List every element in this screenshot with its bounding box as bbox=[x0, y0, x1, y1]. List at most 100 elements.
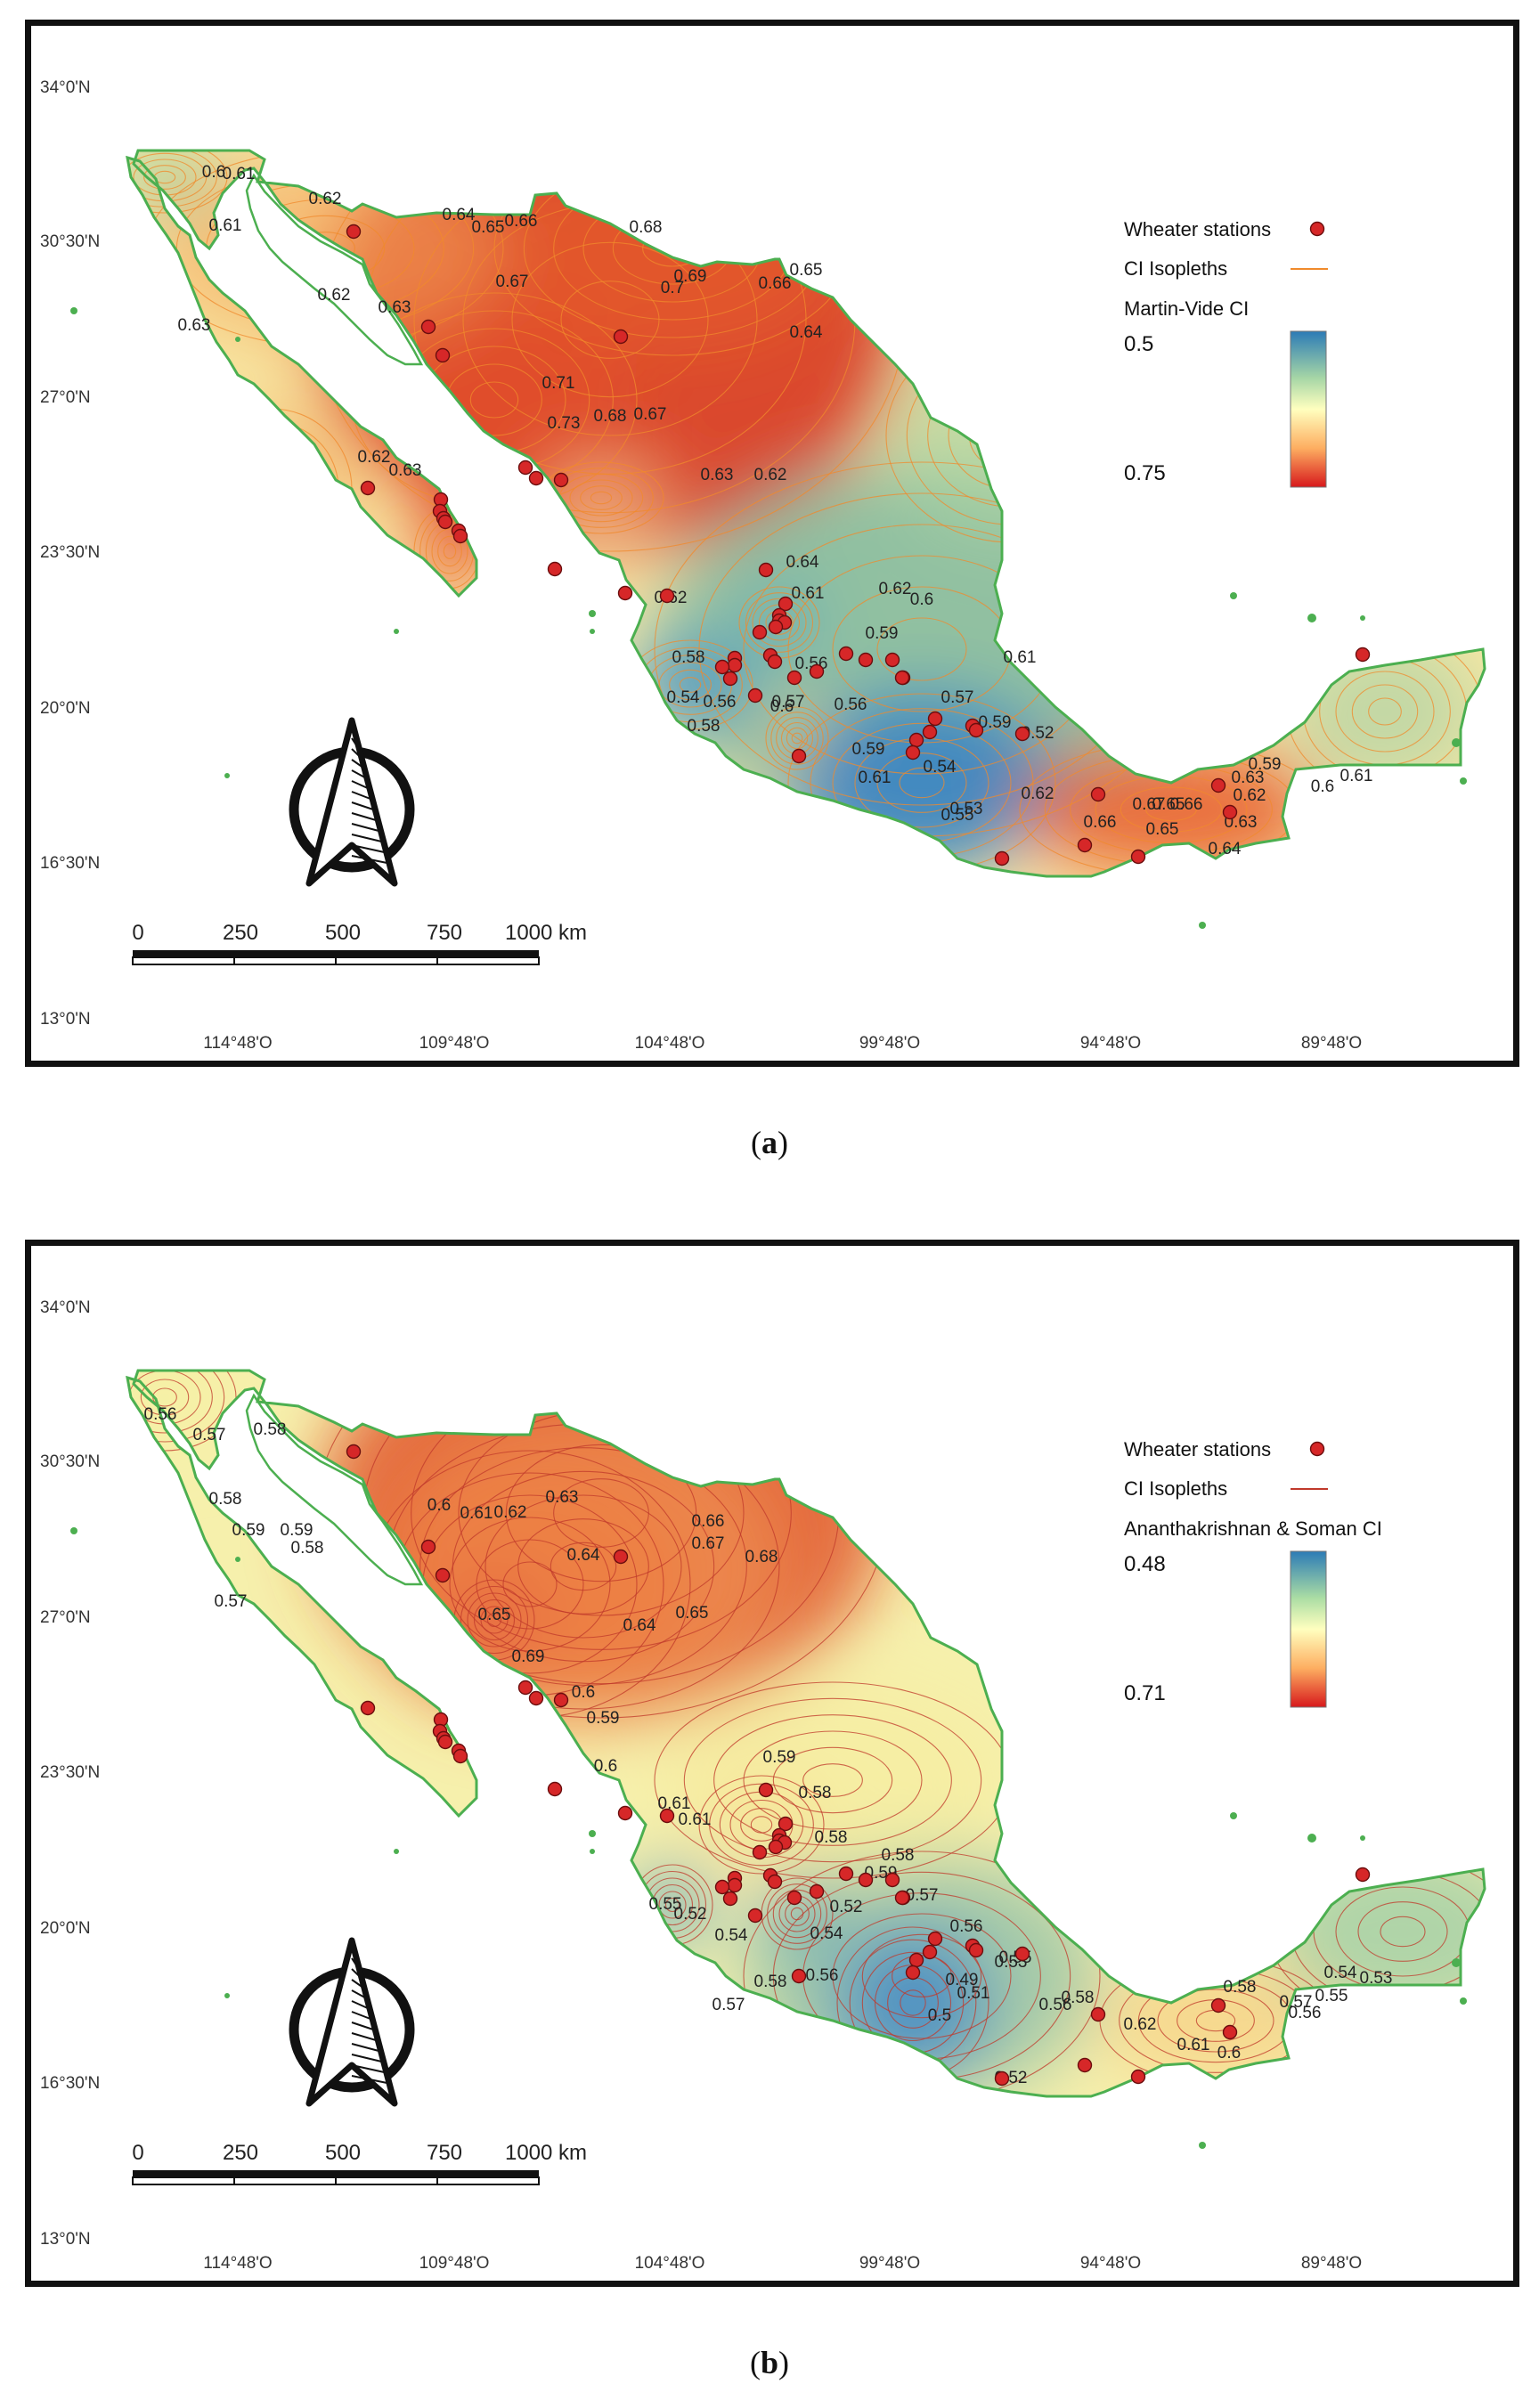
isopleth-label: 0.54 bbox=[667, 688, 700, 707]
scale-bar-label: 0 bbox=[132, 921, 143, 945]
isopleth-label: 0.71 bbox=[542, 374, 575, 393]
scale-bar-label: 750 bbox=[427, 921, 462, 945]
baja-coastline bbox=[126, 1375, 478, 1818]
isopleth-label: 0.6 bbox=[202, 163, 225, 182]
island bbox=[590, 629, 595, 634]
isopleth-label: 0.56 bbox=[806, 1966, 839, 1985]
station-dot bbox=[1014, 1946, 1030, 1962]
scale-bar-label: 250 bbox=[223, 921, 258, 945]
station-dot bbox=[1090, 2006, 1106, 2022]
isopleth-label: 0.6 bbox=[1217, 2044, 1241, 2062]
isopleth-label: 0.59 bbox=[232, 1521, 265, 1540]
isopleth-label: 0.63 bbox=[1232, 769, 1265, 787]
station-dot bbox=[346, 1444, 362, 1460]
scale-bar-label: 0 bbox=[132, 2141, 143, 2165]
station-dot bbox=[858, 652, 874, 668]
legend-isopleths-label: CI Isopleths bbox=[1124, 257, 1227, 280]
coastline bbox=[132, 1369, 1486, 2098]
gulf-of-california bbox=[245, 173, 424, 366]
caption-a: (a) bbox=[751, 1125, 788, 1160]
isopleth-label: 0.55 bbox=[1315, 1987, 1348, 2005]
isopleth-label: 0.73 bbox=[548, 414, 581, 433]
longitude-label: 99°48'O bbox=[859, 1034, 920, 1053]
baja-coastline bbox=[126, 155, 478, 598]
station-dot bbox=[435, 1567, 451, 1583]
isopleth-label: 0.59 bbox=[763, 1748, 796, 1767]
isopleth-label: 0.67 bbox=[634, 405, 667, 424]
isopleth-label: 0.62 bbox=[494, 1503, 527, 1522]
gulf-of-california bbox=[245, 1393, 424, 1586]
station-dot bbox=[758, 562, 774, 578]
isopleth-label: 0.59 bbox=[1249, 755, 1282, 774]
station-dot bbox=[617, 585, 633, 601]
isopleth-label: 0.66 bbox=[1084, 813, 1117, 832]
isopleth-label: 0.57 bbox=[193, 1426, 226, 1444]
station-dot bbox=[437, 514, 453, 530]
island bbox=[235, 337, 240, 342]
longitude-label: 104°48'O bbox=[635, 2254, 705, 2273]
station-dot bbox=[1090, 786, 1106, 802]
station-dot bbox=[838, 1866, 854, 1882]
station-dot bbox=[528, 1690, 544, 1706]
station-dot bbox=[809, 1883, 825, 1900]
station-dot bbox=[786, 670, 802, 686]
station-dot bbox=[768, 1839, 784, 1855]
latitude-label: 27°0'N bbox=[40, 1608, 91, 1627]
island bbox=[70, 307, 77, 314]
isopleth-label: 0.6 bbox=[572, 1683, 595, 1702]
station-dot bbox=[968, 722, 984, 738]
station-dot bbox=[767, 1874, 783, 1890]
island bbox=[1230, 1812, 1237, 1819]
station-dot bbox=[714, 659, 730, 675]
isopleth-label: 0.63 bbox=[546, 1488, 579, 1507]
isopleth-label: 0.6 bbox=[1311, 777, 1334, 796]
longitude-label: 114°48'O bbox=[203, 1034, 272, 1053]
isopleth-label: 0.66 bbox=[1170, 795, 1203, 814]
station-dot bbox=[528, 470, 544, 486]
isopleth-label: 0.56 bbox=[704, 693, 737, 712]
island bbox=[589, 1830, 596, 1837]
legend-index-title: Ananthakrishnan & Soman CI bbox=[1124, 1517, 1382, 1540]
station-dot bbox=[1130, 2069, 1146, 2085]
isopleth-label: 0.54 bbox=[1324, 1964, 1357, 1982]
isopleth-label: 0.49 bbox=[946, 1971, 979, 1989]
station-dot bbox=[778, 596, 794, 612]
isopleth-label: 0.61 bbox=[1340, 767, 1373, 785]
latitude-label: 20°0'N bbox=[40, 699, 91, 718]
isopleth-label: 0.61 bbox=[859, 769, 892, 787]
station-dot bbox=[722, 1891, 738, 1907]
scale-bar-label: 750 bbox=[427, 2141, 462, 2165]
station-dot bbox=[791, 748, 807, 764]
legend-scale-min: 0.48 bbox=[1124, 1552, 1166, 1576]
isopleth-label: 0.58 bbox=[672, 648, 705, 667]
isopleth-label: 0.67 bbox=[692, 1534, 725, 1553]
island bbox=[235, 1557, 240, 1562]
island bbox=[1307, 1834, 1316, 1843]
longitude-label: 94°48'O bbox=[1080, 2254, 1141, 2273]
latitude-label: 23°30'N bbox=[40, 1763, 100, 1782]
station-dot bbox=[1077, 2057, 1093, 2073]
isopleth-label: 0.68 bbox=[745, 1548, 778, 1566]
isopleth-label: 0.58 bbox=[291, 1539, 324, 1558]
station-dot bbox=[809, 663, 825, 679]
isopleth-label: 0.63 bbox=[389, 461, 422, 480]
isopleth-label: 0.56 bbox=[835, 696, 867, 714]
station-dot bbox=[1210, 777, 1226, 793]
caption-letter-b: b bbox=[760, 2345, 779, 2380]
isopleth-label: 0.55 bbox=[649, 1895, 682, 1914]
station-dot bbox=[908, 1952, 924, 1968]
isopleth-labels: 0.560.57 0.580.580.59 0.590.580.570.6 0.61 0… bbox=[144, 1405, 1393, 2087]
legend-station-symbol bbox=[1309, 1441, 1325, 1457]
station-dot bbox=[1130, 849, 1146, 865]
station-dot bbox=[613, 1549, 629, 1565]
island bbox=[394, 629, 399, 634]
station-dot bbox=[714, 1879, 730, 1895]
isopleth-label: 0.53 bbox=[1360, 1969, 1393, 1988]
longitude-label: 99°48'O bbox=[859, 2254, 920, 2273]
legend-station-symbol bbox=[1309, 221, 1325, 237]
station-dot bbox=[752, 1844, 768, 1860]
legend-scale-min: 0.5 bbox=[1124, 332, 1153, 356]
station-dot bbox=[1355, 1867, 1371, 1883]
longitude-label: 109°48'O bbox=[419, 1034, 490, 1053]
isopleth-label: 0.61 bbox=[679, 1810, 712, 1829]
